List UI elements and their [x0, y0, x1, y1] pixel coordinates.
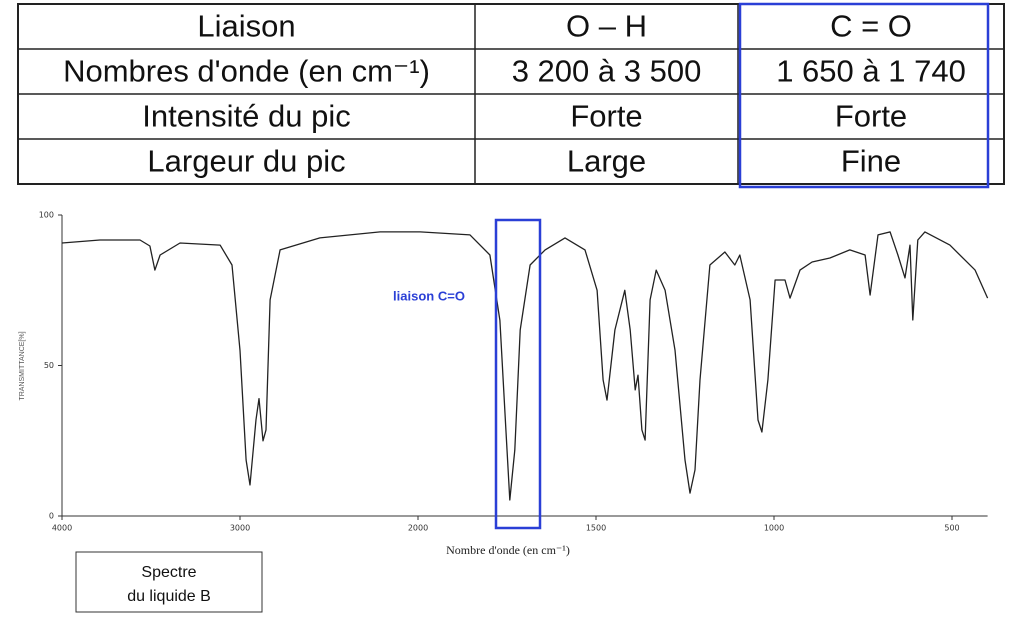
x-tick-label: 500 — [944, 524, 959, 533]
spectrum-line — [61, 231, 989, 501]
table-cell: Liaison — [197, 9, 295, 44]
table-cell: Largeur du pic — [147, 144, 345, 179]
x-tick-label: 1000 — [764, 524, 784, 533]
table: Liaison O – H C = O Nombres d'onde (en cm⁻¹… — [17, 3, 1005, 185]
x-tick-label: 1500 — [586, 524, 606, 533]
x-tick-label: 2000 — [408, 524, 428, 533]
highlight-box — [494, 218, 542, 530]
annotation: liaison C=O — [393, 288, 465, 303]
y-tick-label: 50 — [44, 361, 54, 370]
table-cell: O – H — [566, 9, 647, 44]
highlight-box — [738, 2, 990, 189]
x-tick-label: 4000 — [52, 524, 72, 533]
table-cell: Fine — [841, 144, 901, 179]
caption-box — [75, 551, 263, 613]
table-cell: 3 200 à 3 500 — [512, 54, 702, 89]
table-cell: Intensité du pic — [142, 99, 351, 134]
table-cell: Forte — [835, 99, 907, 134]
table-cell: Forte — [570, 99, 642, 134]
table-cell: Nombres d'onde (en cm⁻¹) — [63, 54, 430, 89]
x-tick-label: 3000 — [230, 524, 250, 533]
x-axis-label: Nombre d'onde (en cm⁻¹) — [446, 543, 570, 557]
caption: du liquide B — [127, 588, 211, 605]
spectrum: 0 50 100 4000 3000 2000 1500 1000 500 — [39, 211, 989, 533]
y-tick-label: 0 — [49, 512, 54, 521]
table-cell: Large — [567, 144, 646, 179]
table-cell: C = O — [830, 9, 912, 44]
y-tick-label: 100 — [39, 211, 54, 220]
table-cell: 1 650 à 1 740 — [776, 54, 966, 89]
caption: Spectre — [141, 564, 196, 581]
y-axis-label: TRANSMITTANCE[%] — [19, 331, 26, 400]
